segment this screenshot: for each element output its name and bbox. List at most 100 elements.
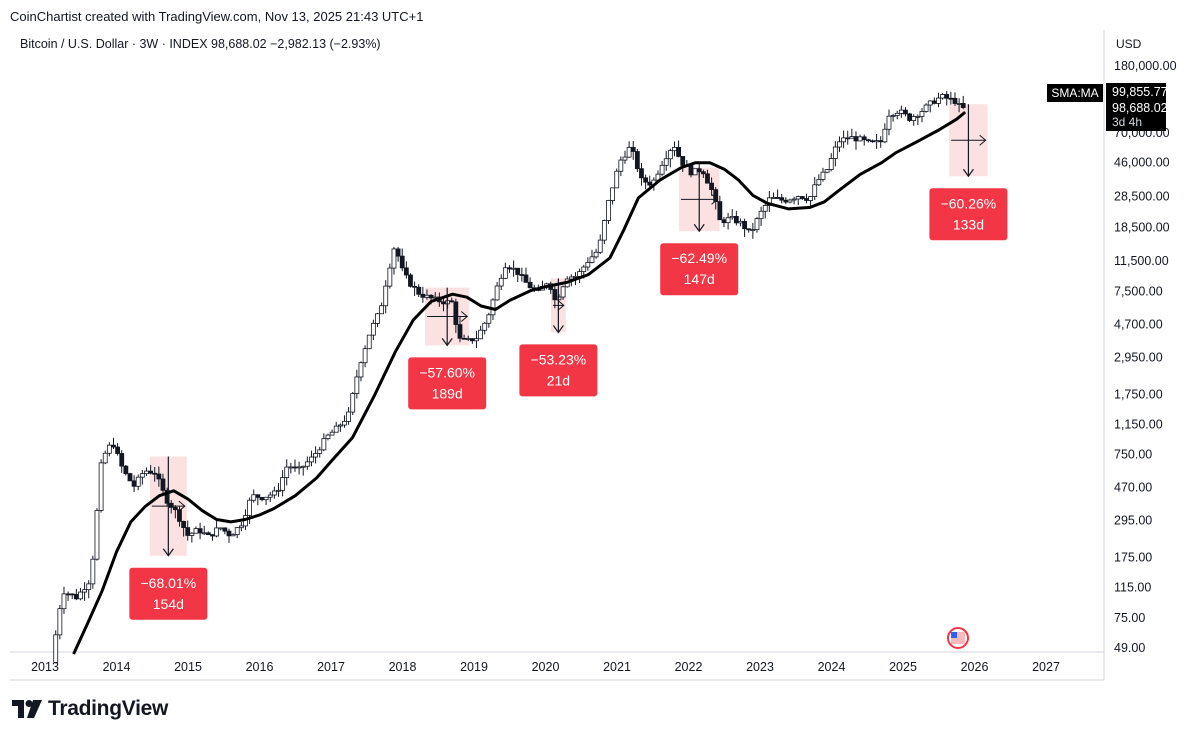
candle-body	[222, 527, 228, 532]
candle-body	[911, 116, 917, 121]
y-axis-currency: USD	[1116, 37, 1142, 51]
candle-body	[193, 528, 199, 534]
x-tick-label: 2016	[246, 660, 274, 674]
x-tick-label: 2025	[889, 660, 917, 674]
candle-body	[771, 197, 776, 199]
candle-body	[733, 215, 739, 224]
y-tick-label: 750.00	[1114, 448, 1152, 462]
candle-body	[725, 217, 731, 224]
candle-body	[647, 181, 653, 186]
y-tick-label: 7,500.00	[1114, 284, 1163, 298]
y-tick-label: 11,500.00	[1114, 254, 1169, 268]
candle-body	[750, 229, 756, 232]
measure-arrow-right	[711, 193, 719, 205]
y-tick-label: 46,000.00	[1114, 156, 1170, 170]
measure-arrow-right	[178, 500, 186, 512]
candle-body	[131, 480, 137, 487]
candle-body	[300, 465, 306, 468]
candle-body	[828, 158, 834, 171]
x-tick-label: 2015	[174, 660, 202, 674]
candle-body	[486, 314, 492, 324]
candle-body	[160, 478, 166, 491]
candle-body	[469, 338, 475, 342]
candle-body	[313, 453, 319, 458]
candle-body	[139, 473, 145, 478]
candle-body	[952, 97, 958, 104]
candle-body	[742, 220, 747, 230]
candle-body	[515, 267, 521, 275]
candle-body	[284, 466, 290, 478]
candle-body	[779, 197, 785, 201]
y-tick-label: 4,700.00	[1114, 317, 1163, 331]
candle-body	[329, 431, 335, 436]
y-tick-label: 175.00	[1114, 551, 1152, 565]
x-tick-label: 2020	[532, 660, 560, 674]
candle-body	[762, 205, 768, 212]
measure-arrow-down	[693, 223, 705, 233]
candle-body	[837, 141, 842, 148]
candle-body	[622, 156, 628, 161]
candle-body	[589, 256, 595, 263]
candle-body	[886, 115, 892, 130]
candle-body	[519, 274, 525, 276]
candle-body	[498, 277, 504, 287]
candle-body	[865, 139, 871, 142]
candle-body	[676, 146, 681, 157]
candle-body	[820, 171, 826, 180]
bar-countdown: 3d 4h	[1112, 115, 1142, 129]
y-tick-label: 295.00	[1114, 514, 1152, 528]
candle-body	[251, 494, 257, 501]
candle-body	[115, 446, 120, 454]
candle-body	[507, 267, 512, 270]
candle-body	[808, 196, 813, 201]
candle-body	[164, 489, 170, 504]
candle-body	[106, 444, 112, 454]
candle-body	[853, 136, 859, 142]
candle-body	[69, 593, 75, 596]
drawdown-percent: −68.01%	[141, 575, 197, 591]
candle-body	[754, 218, 760, 231]
candle-body	[247, 499, 253, 516]
candle-body	[870, 140, 875, 143]
candle-body	[346, 411, 352, 422]
candle-body	[148, 470, 154, 474]
candle-body	[152, 472, 158, 475]
candle-body	[383, 285, 389, 307]
candle-body	[936, 97, 941, 104]
drawdown-percent: −60.26%	[941, 195, 997, 211]
candle-body	[927, 100, 933, 106]
y-tick-label: 75.00	[1114, 611, 1145, 625]
candle-body	[494, 285, 500, 301]
candle-body	[271, 490, 277, 496]
candle-body	[424, 294, 430, 298]
candle-body	[102, 452, 108, 464]
drawdown-label-box	[408, 357, 487, 410]
y-tick-label: 1,150.00	[1114, 417, 1163, 431]
candle-body	[94, 510, 100, 560]
candle-body	[354, 376, 360, 394]
candle-body	[956, 103, 962, 105]
candle-body	[263, 496, 269, 501]
measure-arrow-down	[441, 338, 453, 347]
candle-body	[659, 164, 665, 175]
chart-credit: CoinChartist created with TradingView.co…	[10, 9, 424, 24]
candle-body	[309, 456, 314, 463]
candle-body	[960, 103, 966, 109]
candle-body	[73, 594, 79, 600]
flag-canton	[951, 632, 957, 638]
candle-body	[705, 173, 710, 184]
candle-body	[317, 449, 323, 454]
tradingview-logo[interactable]: TradingView	[12, 697, 168, 721]
y-tick-label: 115.00	[1114, 581, 1151, 595]
candle-body	[841, 137, 846, 143]
candle-body	[688, 165, 694, 176]
candle-body	[552, 289, 558, 301]
candle-body	[568, 276, 574, 280]
sma-label-text: SMA:MA	[1051, 86, 1098, 100]
candle-body	[944, 94, 950, 99]
candle-body	[626, 147, 632, 158]
candle-body	[907, 113, 912, 121]
candle-body	[812, 184, 818, 197]
candle-body	[680, 156, 686, 166]
x-tick-label: 2026	[961, 660, 989, 674]
